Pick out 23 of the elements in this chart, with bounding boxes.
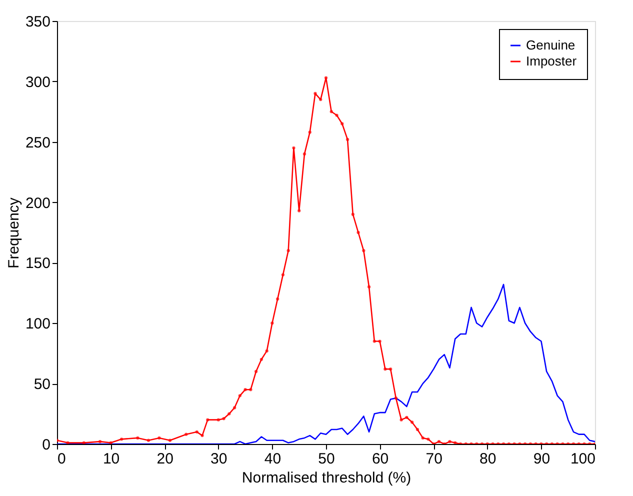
y-tick-label: 350: [25, 14, 50, 30]
x-tick-label: 40: [264, 450, 282, 468]
x-axis-title: Normalised threshold (%): [242, 470, 412, 486]
x-tick-label: 10: [102, 450, 120, 468]
x-tick-label: 90: [533, 450, 550, 468]
x-tick-label: 80: [480, 450, 496, 468]
y-tick-label: 100: [25, 316, 50, 333]
legend-label: Genuine: [526, 38, 576, 52]
x-tick-label: 100: [570, 450, 596, 468]
x-tick-label: 20: [156, 450, 174, 468]
y-axis-title: Frequency: [5, 197, 22, 268]
x-tick-label: 70: [426, 450, 442, 468]
y-tick-label: 300: [25, 74, 50, 91]
y-tick-label: 0: [42, 436, 50, 454]
x-tick-label: 30: [210, 450, 228, 468]
y-tick-label: 50: [34, 376, 50, 394]
x-tick-label: 50: [318, 450, 335, 468]
x-tick-label: 0: [58, 450, 66, 468]
legend-label: Imposter: [526, 54, 578, 68]
x-tick-label: 60: [372, 450, 389, 468]
y-tick-label: 200: [25, 194, 50, 212]
y-tick-label: 250: [25, 134, 50, 152]
y-tick-label: 150: [25, 255, 50, 272]
